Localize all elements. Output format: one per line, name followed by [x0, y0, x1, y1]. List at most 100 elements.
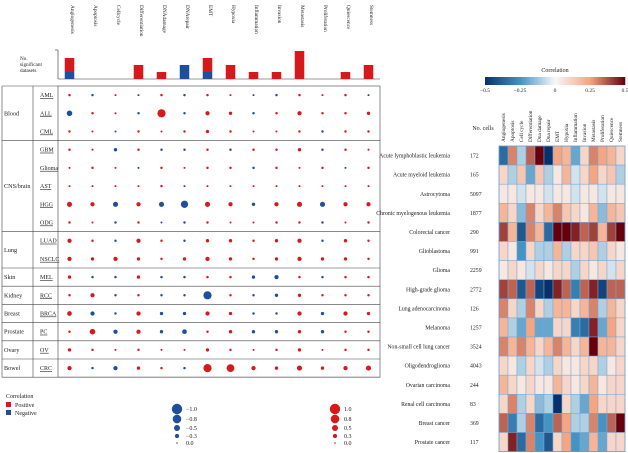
bubble-cml-metastasis	[298, 130, 301, 133]
bubble-glioma-quiescence	[344, 166, 347, 169]
bubble-nsclc-apoptosis	[90, 257, 95, 261]
heatmap-cell-breast-cancer-hypoxia	[561, 413, 572, 433]
heatmap-cell-ovarian-carcinoma-apoptosis	[507, 374, 518, 395]
heatmap-cell-acute-myeloid-leukemia-cell-cycle	[516, 164, 527, 185]
heatmap-cell-non-small-cell-lung-cancer-proliferation	[597, 336, 608, 357]
heatmap-cell-prostate-cancer-dna-repair	[543, 432, 554, 452]
heatmap-cell-glioblastoma-hypoxia	[561, 241, 572, 261]
heatmap-cell-prostate-cancer-differentiation	[525, 432, 536, 452]
bubble-crc-emt	[203, 364, 212, 373]
bubble-crc-inflammation	[251, 365, 256, 371]
heatmap-row-cells-glioma: 2259	[470, 268, 482, 274]
heatmap-cell-glioblastoma-metastasis	[588, 241, 599, 261]
heatmap-cell-ovarian-carcinoma-hypoxia	[561, 374, 572, 395]
heatmap-cell-chronic-myelogenous-leukemia-apoptosis	[507, 203, 518, 223]
heatmap-cell-lung-adenocarcinoma-quiescence	[606, 298, 617, 319]
colorbar-segment-5	[495, 77, 498, 85]
heatmap-cell-chronic-myelogenous-leukemia-invasion	[579, 203, 590, 223]
bubble-mel-inflammation	[251, 275, 256, 279]
heatmap-row-label-glioblastoma: Glioblastoma	[419, 249, 451, 255]
colorbar-segment-4	[493, 77, 496, 85]
bubble-mel-quiescence	[344, 275, 347, 279]
heatmap-cell-astrocytoma-dna-repair	[543, 183, 554, 204]
bubble-mel-stemness	[367, 275, 370, 279]
heatmap-cell-ovarian-carcinoma-inflammation	[570, 374, 581, 395]
heatmap-cell-astrocytoma-emt	[552, 183, 563, 204]
heatmap-cell-prostate-cancer-cell-cycle	[516, 432, 527, 452]
heatmap-cell-acute-myeloid-leukemia-dna-repair	[543, 164, 554, 185]
bubble-nsclc-inflammation	[252, 257, 255, 261]
bubble-mel-dnarepair	[183, 275, 186, 279]
colorbar-segment-65	[615, 77, 618, 85]
size-legend-negative-bubble-0	[171, 403, 183, 415]
heatmap-row-label-prostate-cancer: Prostate cancer	[415, 440, 450, 446]
bubble-aml-emt	[206, 93, 209, 97]
bubble-all-quiescence	[344, 112, 347, 115]
heatmap-cell-acute-lymphoblastic-leukemia-inflammation	[570, 145, 581, 166]
heatmap-row-label-acute-myeloid-leukemia: Acute myeloid leukemia	[393, 173, 450, 179]
colorbar-segment-12	[509, 77, 512, 85]
bubble-ast-metastasis	[298, 185, 301, 188]
heatmap-cell-glioma-stemness	[615, 260, 626, 280]
bubble-hgg-quiescence	[343, 202, 348, 207]
bubble-crc-invasion	[274, 366, 279, 370]
heatmap-cell-prostate-cancer-hypoxia	[561, 432, 572, 452]
heatmap-cell-renal-cell-carcinoma-inflammation	[570, 394, 581, 414]
column-label-angiogenesis: Angiogenesis	[69, 5, 75, 34]
bubble-brca-differentiation	[136, 311, 141, 316]
heatmap-cell-lung-adenocarcinoma-invasion	[579, 298, 590, 319]
heatmap-cell-breast-cancer-differentiation	[525, 413, 536, 433]
row-label-cml: CML	[40, 130, 53, 136]
bubble-aml-dnarepair	[183, 93, 186, 97]
bubble-ov-quiescence	[344, 348, 347, 352]
heatmap-cell-colorectal-cancer-dna-damage	[534, 222, 545, 242]
colorbar-segment-15	[515, 77, 518, 85]
colorbar-segment-32	[549, 77, 552, 85]
heatmap-cell-colorectal-cancer-differentiation	[525, 222, 536, 242]
heatmap-cell-renal-cell-carcinoma-dna-damage	[534, 394, 545, 414]
heatmap-cell-colorectal-cancer-angiogenesis	[498, 222, 509, 242]
heatmap-cell-renal-cell-carcinoma-stemness	[615, 394, 626, 414]
colorbar-segment-29	[543, 77, 546, 85]
colorbar-segment-22	[529, 77, 532, 85]
heatmap-cell-prostate-cancer-apoptosis	[507, 432, 518, 452]
bubble-rcc-stemness	[367, 294, 370, 297]
bubble-hgg-stemness	[366, 202, 371, 207]
bar-axis-label-line1: No.	[20, 56, 28, 62]
bubble-cml-dnarepair	[183, 130, 186, 133]
bubble-glioma-dnadamage	[160, 166, 163, 170]
bubble-odg-proliferation	[321, 221, 324, 224]
bubble-ov-apoptosis	[91, 348, 94, 352]
group-label-bowel: Bowel	[4, 365, 20, 372]
bubble-gbm-dnarepair	[183, 148, 186, 151]
bubble-gbm-invasion	[275, 148, 278, 151]
bubble-ov-hypoxia	[229, 348, 232, 352]
heatmap-column-angiogenesis: Angiogenesis	[501, 113, 507, 142]
heatmap-cell-glioblastoma-apoptosis	[507, 241, 518, 261]
heatmap-cell-melanoma-cell-cycle	[516, 317, 527, 338]
bubble-gbm-inflammation	[252, 148, 255, 151]
heatmap-cell-high-grade-glioma-stemness	[615, 279, 626, 300]
bubble-ast-inflammation	[252, 185, 255, 188]
heatmap-cell-lung-adenocarcinoma-metastasis	[588, 298, 599, 319]
bubble-gbm-metastasis	[297, 148, 302, 152]
bubble-crc-angiogenesis	[67, 365, 72, 371]
heatmap-cell-astrocytoma-metastasis	[588, 183, 599, 204]
heatmap-cell-acute-lymphoblastic-leukemia-differentiation	[525, 145, 536, 166]
bubble-ast-cellcycle	[114, 185, 117, 188]
heatmap-cell-oligodendroglioma-dna-damage	[534, 355, 545, 376]
heatmap-cell-melanoma-proliferation	[597, 317, 608, 338]
heatmap-cell-lung-adenocarcinoma-emt	[552, 298, 563, 319]
bubble-rcc-emt	[203, 291, 212, 300]
bubble-mel-angiogenesis	[67, 275, 72, 279]
heatmap-cell-breast-cancer-metastasis	[588, 413, 599, 433]
bubble-nsclc-angiogenesis	[67, 256, 72, 262]
heatmap-cell-ovarian-carcinoma-emt	[552, 374, 563, 395]
heatmap-column-hypoxia: Hypoxia	[564, 123, 570, 142]
group-label-breast: Breast	[4, 311, 20, 318]
heatmap-cell-lung-adenocarcinoma-differentiation	[525, 298, 536, 319]
bubble-gbm-angiogenesis	[68, 148, 71, 151]
bubble-aml-inflammation	[252, 94, 255, 97]
bubble-ov-cellcycle	[114, 348, 117, 351]
bubble-pc-hypoxia	[228, 330, 233, 334]
